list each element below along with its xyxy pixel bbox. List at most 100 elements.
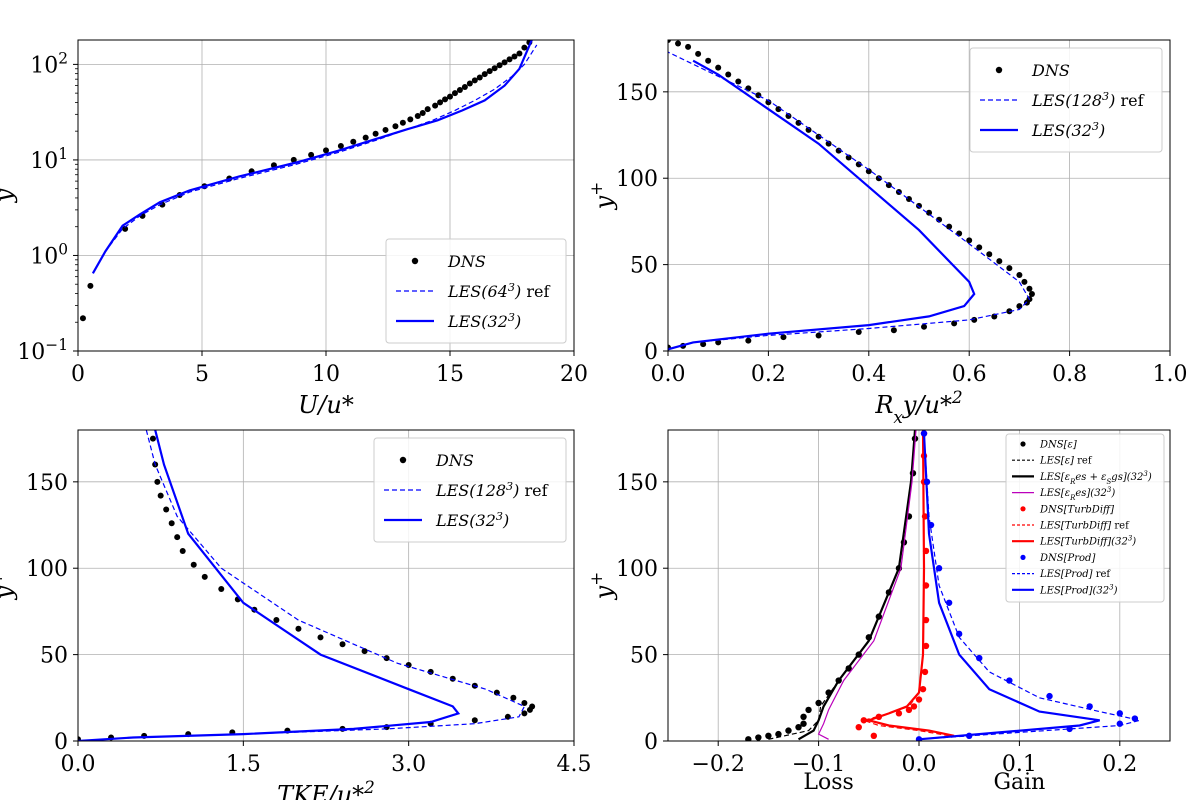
x-tick-label: 0.8 [1052,362,1087,387]
data-point [855,723,862,731]
data-point [1086,703,1093,710]
data-point [755,92,762,99]
data-point [919,685,927,693]
chart-panel-1: 0 5 10 15 20 10−1 100 101 102 U/u* y DNS LES(643) re… [0,39,588,419]
data-point [168,520,175,527]
data-point [815,133,822,140]
legend-label: LES[εRes + εSgs](323) [1039,470,1152,486]
data-point [910,703,918,710]
data-point [323,147,329,154]
x-tick-label: 1.5 [226,752,261,777]
x-tick-label: 0.0 [651,362,686,387]
data-point [725,71,732,78]
legend-label: LES[ε] ref [1039,456,1093,467]
legend-marker [411,257,419,265]
data-point [745,337,752,344]
data-point [451,90,458,97]
data-point [437,99,444,106]
data-point [765,99,772,106]
data-point [845,154,852,161]
series-les-32-3 [91,40,533,274]
data-point [715,339,722,346]
series-group [78,430,536,741]
data-point [895,710,903,717]
series-dns-prod [915,430,1139,741]
data-point [456,86,463,93]
y-tick-label: 0 [644,730,658,755]
legend-marker [1020,554,1026,561]
legend-label: DNS [447,252,486,271]
data-point [273,617,280,624]
y-tick-label: 50 [630,644,658,669]
data-point [815,332,822,339]
series-les-32-3 [78,430,461,741]
data-point [1016,271,1023,278]
data-point [481,71,488,78]
data-point [383,655,390,662]
x-tick-label: 0.0 [61,752,96,777]
data-point [476,74,483,81]
legend-label: LES[TurbDiff](323) [1039,535,1136,548]
data-point [870,732,878,740]
data-point [466,80,473,87]
data-point [675,40,682,47]
axes-frame [77,39,575,352]
data-point [159,201,166,208]
data-point [855,328,862,335]
x-tick-label: 0.2 [1102,752,1137,777]
data-point [921,323,928,330]
data-point [1116,710,1124,717]
x-tick-label: 5 [195,362,209,387]
data-point [414,113,421,120]
data-point [442,96,449,103]
x-tick-label: 0 [71,362,85,387]
data-point [926,209,933,216]
data-point [407,116,414,123]
x-tick-label: 20 [560,362,588,387]
data-point [805,706,812,714]
y-tick-label: 150 [616,471,658,496]
y-tick-label: 0 [54,730,68,755]
data-point [966,237,973,244]
x-tick-label: 0.2 [751,362,786,387]
data-point [516,50,523,57]
data-point [491,65,498,72]
legend-marker [1020,506,1026,512]
y-tick-label: 10−1 [17,336,68,365]
series-les-32-3 [668,59,976,351]
data-point [1026,285,1033,292]
data-point [1006,265,1013,272]
data-point [447,93,453,100]
annotation-gain: Gain [993,770,1045,795]
data-point [290,156,297,163]
legend-marker [399,456,407,464]
series-les-128-3-ref [78,430,526,741]
data-point [825,140,832,147]
legend-label: DNS [435,451,474,470]
data-point [419,109,426,116]
data-point [935,565,943,572]
x-tick-label: 0.4 [851,362,886,387]
x-tick-label: 0.0 [902,752,937,777]
y-tick-label: 150 [26,471,68,496]
data-point [976,244,983,251]
data-point [785,727,792,734]
legend-label: DNS[Prod] [1039,553,1095,564]
legend-box [385,238,567,344]
x-tick-label: 0.6 [952,362,987,387]
legend-label: LES[εRes](323) [1039,486,1115,502]
data-point [361,648,368,655]
data-point [920,430,928,437]
data-point [190,561,197,568]
data-point [890,327,897,334]
data-point [163,506,170,513]
data-point [496,62,503,69]
legend-marker [995,66,1003,74]
data-point [174,534,181,541]
data-point [705,57,712,64]
data-point [765,732,772,740]
data-point [510,694,517,701]
legend: DNS LES(643) ref LES(323) [385,238,567,344]
data-point [805,126,812,133]
